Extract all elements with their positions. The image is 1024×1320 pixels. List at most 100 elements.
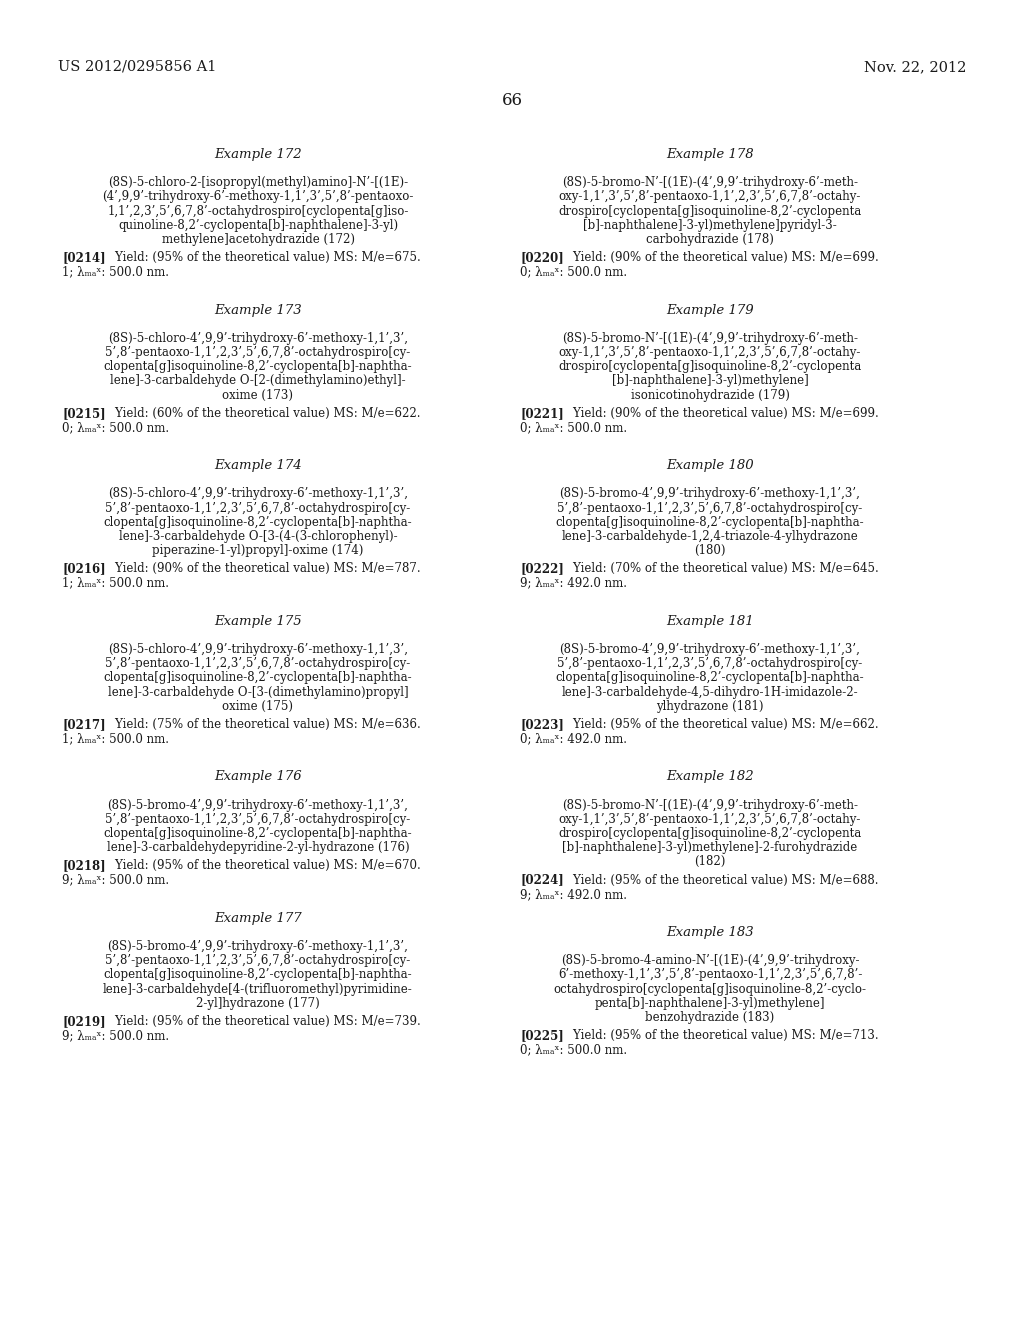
Text: lene]-3-carbaldehyde-4,5-dihydro-1H-imidazole-2-: lene]-3-carbaldehyde-4,5-dihydro-1H-imid… — [562, 685, 858, 698]
Text: [0224]: [0224] — [520, 874, 564, 887]
Text: 5’,8’-pentaoxo-1,1’,2,3’,5’,6,7,8’-octahydrospiro[cy-: 5’,8’-pentaoxo-1,1’,2,3’,5’,6,7,8’-octah… — [105, 346, 411, 359]
Text: 1,1’,2,3’,5’,6,7,8’-octahydrospiro[cyclopenta[g]iso-: 1,1’,2,3’,5’,6,7,8’-octahydrospiro[cyclo… — [108, 205, 409, 218]
Text: (8S)-5-bromo-4’,9,9’-trihydroxy-6’-methoxy-1,1’,3’,: (8S)-5-bromo-4’,9,9’-trihydroxy-6’-metho… — [108, 940, 409, 953]
Text: Yield: (60% of the theoretical value) MS: M/e=622.: Yield: (60% of the theoretical value) MS… — [100, 407, 421, 420]
Text: isonicotinohydrazide (179): isonicotinohydrazide (179) — [631, 388, 790, 401]
Text: [0225]: [0225] — [520, 1030, 564, 1043]
Text: [0220]: [0220] — [520, 251, 564, 264]
Text: Yield: (95% of the theoretical value) MS: M/e=675.: Yield: (95% of the theoretical value) MS… — [100, 251, 421, 264]
Text: Example 183: Example 183 — [667, 927, 754, 939]
Text: (8S)-5-bromo-4’,9,9’-trihydroxy-6’-methoxy-1,1’,3’,: (8S)-5-bromo-4’,9,9’-trihydroxy-6’-metho… — [559, 487, 860, 500]
Text: 1; λₘₐˣ: 500.0 nm.: 1; λₘₐˣ: 500.0 nm. — [62, 733, 169, 746]
Text: methylene]acetohydrazide (172): methylene]acetohydrazide (172) — [162, 234, 354, 246]
Text: 9; λₘₐˣ: 500.0 nm.: 9; λₘₐˣ: 500.0 nm. — [62, 1030, 169, 1043]
Text: Yield: (95% of the theoretical value) MS: M/e=662.: Yield: (95% of the theoretical value) MS… — [558, 718, 879, 731]
Text: clopenta[g]isoquinoline-8,2’-cyclopenta[b]-naphtha-: clopenta[g]isoquinoline-8,2’-cyclopenta[… — [103, 516, 413, 529]
Text: Nov. 22, 2012: Nov. 22, 2012 — [863, 59, 966, 74]
Text: [0219]: [0219] — [62, 1015, 105, 1028]
Text: Example 174: Example 174 — [214, 459, 302, 473]
Text: 66: 66 — [502, 92, 522, 110]
Text: lene]-3-carbaldehyde[4-(trifluoromethyl)pyrimidine-: lene]-3-carbaldehyde[4-(trifluoromethyl)… — [103, 982, 413, 995]
Text: ylhydrazone (181): ylhydrazone (181) — [656, 700, 764, 713]
Text: piperazine-1-yl)propyl]-oxime (174): piperazine-1-yl)propyl]-oxime (174) — [153, 544, 364, 557]
Text: (8S)-5-chloro-4’,9,9’-trihydroxy-6’-methoxy-1,1’,3’,: (8S)-5-chloro-4’,9,9’-trihydroxy-6’-meth… — [108, 643, 408, 656]
Text: 5’,8’-pentaoxo-1,1’,2,3’,5’,6,7,8’-octahydrospiro[cy-: 5’,8’-pentaoxo-1,1’,2,3’,5’,6,7,8’-octah… — [105, 954, 411, 968]
Text: lene]-3-carbaldehyde O-[3-(4-(3-chlorophenyl)-: lene]-3-carbaldehyde O-[3-(4-(3-chloroph… — [119, 531, 397, 543]
Text: oxy-1,1’,3’,5’,8’-pentaoxo-1,1’,2,3’,5’,6,7,8’-octahy-: oxy-1,1’,3’,5’,8’-pentaoxo-1,1’,2,3’,5’,… — [559, 190, 861, 203]
Text: Yield: (70% of the theoretical value) MS: M/e=645.: Yield: (70% of the theoretical value) MS… — [558, 562, 879, 576]
Text: Example 173: Example 173 — [214, 304, 302, 317]
Text: clopenta[g]isoquinoline-8,2’-cyclopenta[b]-naphtha-: clopenta[g]isoquinoline-8,2’-cyclopenta[… — [556, 516, 864, 529]
Text: 0; λₘₐˣ: 500.0 nm.: 0; λₘₐˣ: 500.0 nm. — [520, 421, 627, 434]
Text: Yield: (95% of the theoretical value) MS: M/e=688.: Yield: (95% of the theoretical value) MS… — [558, 874, 879, 887]
Text: lene]-3-carbaldehyde-1,2,4-triazole-4-ylhydrazone: lene]-3-carbaldehyde-1,2,4-triazole-4-yl… — [561, 531, 858, 543]
Text: clopenta[g]isoquinoline-8,2’-cyclopenta[b]-naphtha-: clopenta[g]isoquinoline-8,2’-cyclopenta[… — [103, 969, 413, 981]
Text: Example 178: Example 178 — [667, 148, 754, 161]
Text: Example 176: Example 176 — [214, 771, 302, 783]
Text: Yield: (95% of the theoretical value) MS: M/e=713.: Yield: (95% of the theoretical value) MS… — [558, 1030, 879, 1043]
Text: [0218]: [0218] — [62, 859, 105, 873]
Text: Yield: (90% of the theoretical value) MS: M/e=787.: Yield: (90% of the theoretical value) MS… — [100, 562, 421, 576]
Text: 0; λₘₐˣ: 500.0 nm.: 0; λₘₐˣ: 500.0 nm. — [62, 421, 169, 434]
Text: [b]-naphthalene]-3-yl)methylene]-2-furohydrazide: [b]-naphthalene]-3-yl)methylene]-2-furoh… — [562, 841, 858, 854]
Text: [0215]: [0215] — [62, 407, 105, 420]
Text: 0; λₘₐˣ: 492.0 nm.: 0; λₘₐˣ: 492.0 nm. — [520, 733, 627, 746]
Text: US 2012/0295856 A1: US 2012/0295856 A1 — [58, 59, 216, 74]
Text: quinoline-8,2’-cyclopenta[b]-naphthalene]-3-yl): quinoline-8,2’-cyclopenta[b]-naphthalene… — [118, 219, 398, 232]
Text: octahydrospiro[cyclopenta[g]isoquinoline-8,2’-cyclo-: octahydrospiro[cyclopenta[g]isoquinoline… — [554, 982, 866, 995]
Text: clopenta[g]isoquinoline-8,2’-cyclopenta[b]-naphtha-: clopenta[g]isoquinoline-8,2’-cyclopenta[… — [103, 360, 413, 374]
Text: Yield: (95% of the theoretical value) MS: M/e=670.: Yield: (95% of the theoretical value) MS… — [100, 859, 421, 873]
Text: drospiro[cyclopenta[g]isoquinoline-8,2’-cyclopenta: drospiro[cyclopenta[g]isoquinoline-8,2’-… — [558, 828, 861, 840]
Text: Example 175: Example 175 — [214, 615, 302, 628]
Text: [b]-naphthalene]-3-yl)methylene]pyridyl-3-: [b]-naphthalene]-3-yl)methylene]pyridyl-… — [583, 219, 837, 232]
Text: 9; λₘₐˣ: 492.0 nm.: 9; λₘₐˣ: 492.0 nm. — [520, 577, 627, 590]
Text: carbohydrazide (178): carbohydrazide (178) — [646, 234, 774, 246]
Text: clopenta[g]isoquinoline-8,2’-cyclopenta[b]-naphtha-: clopenta[g]isoquinoline-8,2’-cyclopenta[… — [103, 828, 413, 840]
Text: [0216]: [0216] — [62, 562, 105, 576]
Text: [b]-naphthalene]-3-yl)methylene]: [b]-naphthalene]-3-yl)methylene] — [611, 375, 808, 387]
Text: Example 180: Example 180 — [667, 459, 754, 473]
Text: Yield: (90% of the theoretical value) MS: M/e=699.: Yield: (90% of the theoretical value) MS… — [558, 407, 879, 420]
Text: lene]-3-carbaldehyde O-[2-(dimethylamino)ethyl]-: lene]-3-carbaldehyde O-[2-(dimethylamino… — [111, 375, 406, 387]
Text: benzohydrazide (183): benzohydrazide (183) — [645, 1011, 774, 1024]
Text: 9; λₘₐˣ: 492.0 nm.: 9; λₘₐˣ: 492.0 nm. — [520, 888, 627, 900]
Text: clopenta[g]isoquinoline-8,2’-cyclopenta[b]-naphtha-: clopenta[g]isoquinoline-8,2’-cyclopenta[… — [556, 672, 864, 684]
Text: Yield: (75% of the theoretical value) MS: M/e=636.: Yield: (75% of the theoretical value) MS… — [100, 718, 421, 731]
Text: 1; λₘₐˣ: 500.0 nm.: 1; λₘₐˣ: 500.0 nm. — [62, 577, 169, 590]
Text: (8S)-5-bromo-N’-[(1E)-(4’,9,9’-trihydroxy-6’-meth-: (8S)-5-bromo-N’-[(1E)-(4’,9,9’-trihydrox… — [562, 331, 858, 345]
Text: (8S)-5-bromo-N’-[(1E)-(4’,9,9’-trihydroxy-6’-meth-: (8S)-5-bromo-N’-[(1E)-(4’,9,9’-trihydrox… — [562, 176, 858, 189]
Text: [0222]: [0222] — [520, 562, 564, 576]
Text: 0; λₘₐˣ: 500.0 nm.: 0; λₘₐˣ: 500.0 nm. — [520, 1043, 627, 1056]
Text: 6’-methoxy-1,1’,3’,5’,8’-pentaoxo-1,1’,2,3’,5’,6,7,8’-: 6’-methoxy-1,1’,3’,5’,8’-pentaoxo-1,1’,2… — [558, 969, 862, 981]
Text: (8S)-5-chloro-4’,9,9’-trihydroxy-6’-methoxy-1,1’,3’,: (8S)-5-chloro-4’,9,9’-trihydroxy-6’-meth… — [108, 487, 408, 500]
Text: 2-yl]hydrazone (177): 2-yl]hydrazone (177) — [197, 997, 319, 1010]
Text: 0; λₘₐˣ: 500.0 nm.: 0; λₘₐˣ: 500.0 nm. — [520, 265, 627, 279]
Text: lene]-3-carbaldehydepyridine-2-yl-hydrazone (176): lene]-3-carbaldehydepyridine-2-yl-hydraz… — [106, 841, 410, 854]
Text: 5’,8’-pentaoxo-1,1’,2,3’,5’,6,7,8’-octahydrospiro[cy-: 5’,8’-pentaoxo-1,1’,2,3’,5’,6,7,8’-octah… — [105, 813, 411, 826]
Text: oxime (173): oxime (173) — [222, 388, 294, 401]
Text: (182): (182) — [694, 855, 726, 869]
Text: (8S)-5-chloro-4’,9,9’-trihydroxy-6’-methoxy-1,1’,3’,: (8S)-5-chloro-4’,9,9’-trihydroxy-6’-meth… — [108, 331, 408, 345]
Text: 5’,8’-pentaoxo-1,1’,2,3’,5’,6,7,8’-octahydrospiro[cy-: 5’,8’-pentaoxo-1,1’,2,3’,5’,6,7,8’-octah… — [105, 502, 411, 515]
Text: (180): (180) — [694, 544, 726, 557]
Text: Yield: (95% of the theoretical value) MS: M/e=739.: Yield: (95% of the theoretical value) MS… — [100, 1015, 421, 1028]
Text: drospiro[cyclopenta[g]isoquinoline-8,2’-cyclopenta: drospiro[cyclopenta[g]isoquinoline-8,2’-… — [558, 205, 861, 218]
Text: (8S)-5-chloro-2-[isopropyl(methyl)amino]-N’-[(1E)-: (8S)-5-chloro-2-[isopropyl(methyl)amino]… — [108, 176, 408, 189]
Text: drospiro[cyclopenta[g]isoquinoline-8,2’-cyclopenta: drospiro[cyclopenta[g]isoquinoline-8,2’-… — [558, 360, 861, 374]
Text: 9; λₘₐˣ: 500.0 nm.: 9; λₘₐˣ: 500.0 nm. — [62, 874, 169, 887]
Text: 1; λₘₐˣ: 500.0 nm.: 1; λₘₐˣ: 500.0 nm. — [62, 265, 169, 279]
Text: lene]-3-carbaldehyde O-[3-(dimethylamino)propyl]: lene]-3-carbaldehyde O-[3-(dimethylamino… — [108, 685, 409, 698]
Text: penta[b]-naphthalene]-3-yl)methylene]: penta[b]-naphthalene]-3-yl)methylene] — [595, 997, 825, 1010]
Text: Example 179: Example 179 — [667, 304, 754, 317]
Text: [0221]: [0221] — [520, 407, 564, 420]
Text: Example 182: Example 182 — [667, 771, 754, 783]
Text: Example 181: Example 181 — [667, 615, 754, 628]
Text: (8S)-5-bromo-N’-[(1E)-(4’,9,9’-trihydroxy-6’-meth-: (8S)-5-bromo-N’-[(1E)-(4’,9,9’-trihydrox… — [562, 799, 858, 812]
Text: Yield: (90% of the theoretical value) MS: M/e=699.: Yield: (90% of the theoretical value) MS… — [558, 251, 879, 264]
Text: (8S)-5-bromo-4’,9,9’-trihydroxy-6’-methoxy-1,1’,3’,: (8S)-5-bromo-4’,9,9’-trihydroxy-6’-metho… — [559, 643, 860, 656]
Text: 5’,8’-pentaoxo-1,1’,2,3’,5’,6,7,8’-octahydrospiro[cy-: 5’,8’-pentaoxo-1,1’,2,3’,5’,6,7,8’-octah… — [557, 657, 862, 671]
Text: [0217]: [0217] — [62, 718, 105, 731]
Text: [0223]: [0223] — [520, 718, 564, 731]
Text: Example 177: Example 177 — [214, 912, 302, 925]
Text: clopenta[g]isoquinoline-8,2’-cyclopenta[b]-naphtha-: clopenta[g]isoquinoline-8,2’-cyclopenta[… — [103, 672, 413, 684]
